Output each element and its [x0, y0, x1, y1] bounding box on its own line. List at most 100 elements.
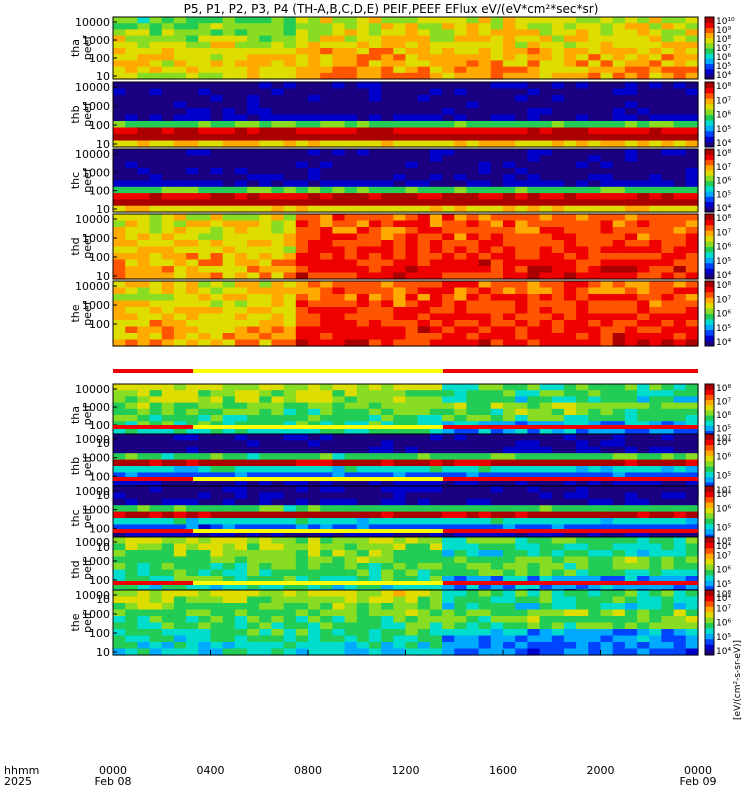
heatmap-cell	[271, 622, 285, 630]
heatmap-cell	[283, 505, 297, 513]
heatmap-cell	[368, 603, 382, 611]
heatmap-cell	[685, 35, 699, 43]
heatmap-cell	[308, 35, 321, 43]
heatmap-cell	[125, 408, 138, 416]
heatmap-cell	[137, 307, 151, 315]
heatmap-cell	[515, 576, 528, 584]
heatmap-cell	[478, 498, 492, 506]
heatmap-cell	[405, 446, 419, 454]
heatmap-cell	[173, 281, 187, 289]
heatmap-cell	[478, 167, 492, 175]
heatmap-cell	[173, 472, 187, 480]
heatmap-cell	[113, 193, 126, 200]
heatmap-cell	[113, 629, 126, 637]
heatmap-cell	[405, 29, 419, 37]
heatmap-cell	[222, 390, 236, 397]
heatmap-cell	[113, 161, 126, 169]
heatmap-cell	[515, 537, 528, 545]
heatmap-cell	[563, 648, 577, 656]
heatmap-cell	[429, 569, 443, 577]
heatmap-cell	[368, 253, 382, 261]
heatmap-cell	[490, 246, 504, 254]
heatmap-cell	[368, 446, 382, 454]
heatmap-cell	[368, 307, 382, 315]
heatmap-cell	[442, 205, 455, 213]
y-tick-label: 10000	[75, 213, 110, 226]
heatmap-cell	[247, 498, 260, 506]
heatmap-cell	[368, 41, 382, 49]
heatmap-cell	[454, 186, 468, 194]
heatmap-cell	[563, 240, 577, 248]
heatmap-cell	[125, 140, 138, 148]
heatmap-cell	[210, 54, 224, 61]
heatmap-cell	[113, 415, 126, 422]
heatmap-cell	[137, 505, 151, 513]
heatmap-cell	[466, 127, 480, 135]
heatmap-cell	[612, 35, 626, 43]
heatmap-cell	[661, 530, 675, 538]
heatmap-cell	[515, 161, 528, 169]
heatmap-cell	[515, 530, 528, 538]
heatmap-cell	[490, 486, 504, 493]
heatmap-cell	[673, 569, 687, 577]
heatmap-cell	[478, 569, 492, 577]
heatmap-cell	[405, 72, 419, 80]
heatmap-cell	[320, 434, 333, 441]
heatmap-cell	[637, 272, 650, 280]
heatmap-cell	[454, 35, 468, 43]
heatmap-cell	[283, 220, 297, 228]
heatmap-cell	[515, 253, 528, 261]
heatmap-cell	[466, 214, 480, 222]
heatmap-cell	[429, 396, 443, 404]
heatmap-cell	[356, 609, 370, 617]
heatmap-cell	[259, 440, 273, 448]
heatmap-cell	[344, 582, 358, 590]
heatmap-cell	[173, 108, 187, 116]
heatmap-cell	[113, 648, 126, 656]
heatmap-cell	[210, 446, 224, 454]
heatmap-cell	[588, 41, 602, 49]
heatmap-cell	[490, 576, 504, 584]
heatmap-cell	[405, 134, 419, 142]
heatmap-cell	[259, 41, 273, 49]
heatmap-cell	[247, 590, 260, 598]
heatmap-cell	[466, 307, 480, 315]
heatmap-cell	[478, 446, 492, 454]
heatmap-cell	[210, 17, 224, 24]
y-tick-label: 1000	[82, 555, 110, 568]
heatmap-cell	[478, 408, 492, 416]
heatmap-cell	[173, 320, 187, 328]
heatmap-cell	[685, 326, 699, 334]
heatmap-cell	[478, 440, 492, 448]
heatmap-cell	[356, 556, 370, 564]
heatmap-cell	[417, 446, 431, 454]
colorbar-segment	[705, 547, 714, 554]
heatmap-cell	[600, 320, 614, 328]
heatmap-cell	[393, 307, 407, 315]
heatmap-cell	[673, 524, 687, 532]
heatmap-cell	[259, 155, 273, 163]
heatmap-cell	[320, 569, 333, 577]
heatmap-cell	[186, 140, 199, 148]
heatmap-cell	[405, 121, 419, 129]
heatmap-cell	[661, 415, 675, 422]
heatmap-cell	[515, 108, 528, 116]
heatmap-cell	[661, 453, 675, 461]
heatmap-cell	[234, 294, 248, 302]
heatmap-cell	[478, 648, 492, 656]
heatmap-cell	[210, 648, 224, 656]
heatmap-cell	[283, 396, 297, 404]
heatmap-cell	[539, 622, 553, 630]
colorbar-segment	[705, 308, 714, 314]
heatmap-cell	[137, 54, 151, 61]
heatmap-cell	[308, 333, 321, 341]
heatmap-cell	[381, 648, 394, 656]
heatmap-cell	[503, 333, 516, 341]
heatmap-cell	[563, 434, 577, 441]
panel-ylabel-product: peef	[81, 101, 94, 127]
heatmap-cell	[612, 511, 626, 519]
heatmap-cell	[356, 339, 370, 347]
heatmap-cell	[442, 569, 455, 577]
